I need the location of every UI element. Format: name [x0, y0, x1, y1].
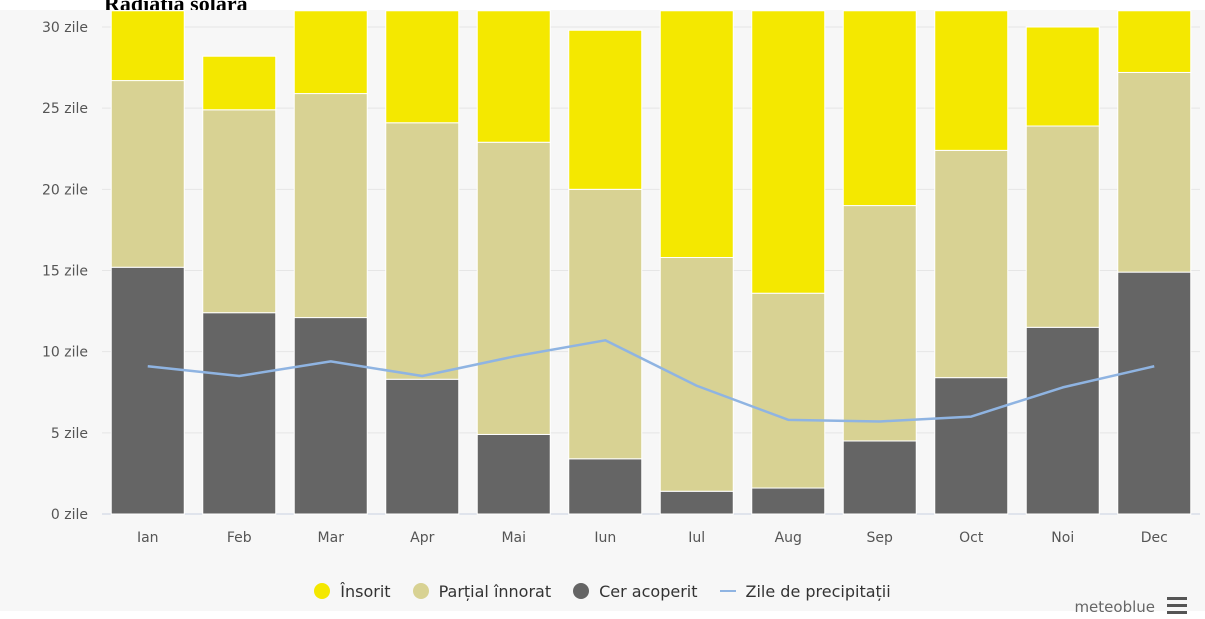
legend: Însorit Parțial înnorat Cer acoperit Zil…	[0, 576, 1205, 606]
bar-segment	[293, 93, 368, 319]
bar-segment	[293, 317, 368, 515]
legend-swatch-insorit	[314, 583, 331, 599]
legend-item-precipitatii[interactable]: Zile de precipitații	[719, 581, 891, 601]
bar-segment	[202, 55, 277, 111]
x-axis-ticks: Ian Feb Mar Apr Mai Iun Iul Aug Sep Oct Noi Dec	[137, 530, 1168, 546]
legend-item-insorit[interactable]: Însorit	[314, 581, 391, 601]
bar-segment	[568, 29, 643, 190]
precipitation-series-line	[147, 339, 1155, 423]
y-axis-ticks: 0 zile 5 zile 10 zile 15 zile 20 zile 25 zile…	[42, 20, 88, 523]
legend-swatch-acoperit	[573, 583, 590, 599]
x-tick-label: Oct	[959, 530, 984, 546]
bar-segment	[568, 188, 643, 460]
y-tick-label: 30 zile	[42, 20, 88, 36]
bar-segment	[659, 10, 734, 259]
x-tick-label: Iun	[594, 530, 616, 546]
bar-segment	[842, 10, 917, 207]
bar-segment	[385, 378, 460, 515]
y-tick-label: 20 zile	[42, 182, 88, 198]
bar-segment	[934, 10, 1009, 151]
bar-segment	[1117, 271, 1192, 515]
bar-segment	[202, 312, 277, 515]
legend-swatch-precipitatii	[719, 590, 736, 592]
legend-label-acoperit: Cer acoperit	[599, 581, 698, 601]
y-tick-label: 25 zile	[42, 101, 88, 117]
bar-segment	[385, 10, 460, 124]
grid-lines	[102, 26, 1200, 515]
x-tick-label: Feb	[227, 530, 252, 546]
x-tick-label: Mai	[501, 530, 526, 546]
x-tick-label: Aug	[775, 530, 802, 546]
bar-segment	[1025, 326, 1100, 515]
bars	[110, 10, 1192, 515]
y-tick-label: 15 zile	[42, 264, 88, 280]
y-tick-label: 0 zile	[51, 507, 88, 523]
bar-segment	[934, 149, 1009, 379]
bar-segment	[751, 292, 826, 489]
bar-segment	[1025, 125, 1100, 328]
x-tick-label: Iul	[688, 530, 705, 546]
x-tick-label: Dec	[1141, 530, 1168, 546]
x-tick-label: Noi	[1051, 530, 1074, 546]
y-tick-label: 5 zile	[51, 426, 88, 442]
bar-segment	[202, 109, 277, 314]
bar-segment	[476, 141, 551, 435]
legend-swatch-partial	[412, 583, 429, 599]
bar-segment	[842, 440, 917, 515]
bar-segment	[476, 433, 551, 515]
bar-segment	[110, 266, 185, 515]
bar-segment	[934, 377, 1009, 515]
bar-segment	[1117, 71, 1192, 273]
y-tick-label: 10 zile	[42, 345, 88, 361]
precipitation-line	[147, 339, 1155, 423]
x-tick-label: Ian	[137, 530, 159, 546]
legend-label-insorit: Însorit	[340, 581, 391, 601]
x-tick-label: Mar	[318, 530, 345, 546]
bar-segment	[751, 10, 826, 294]
bar-segment	[659, 490, 734, 515]
bar-segment	[568, 458, 643, 515]
bar-segment	[385, 122, 460, 380]
legend-item-partial[interactable]: Parțial înnorat	[412, 581, 552, 601]
x-tick-label: Sep	[867, 530, 894, 546]
bar-segment	[476, 10, 551, 143]
bar-segment	[1117, 10, 1192, 73]
hamburger-menu-icon[interactable]	[1167, 597, 1187, 615]
legend-item-acoperit[interactable]: Cer acoperit	[573, 581, 698, 601]
bar-segment	[1025, 26, 1100, 127]
brand-credit: meteoblue	[1074, 598, 1155, 616]
bar-segment	[110, 80, 185, 268]
legend-label-partial: Parțial înnorat	[438, 581, 552, 601]
bar-segment	[293, 10, 368, 95]
bar-segment	[751, 487, 826, 515]
bar-segment	[110, 10, 185, 82]
legend-label-precipitatii: Zile de precipitații	[745, 581, 891, 601]
x-tick-label: Apr	[410, 530, 434, 546]
bar-segment	[842, 205, 917, 442]
